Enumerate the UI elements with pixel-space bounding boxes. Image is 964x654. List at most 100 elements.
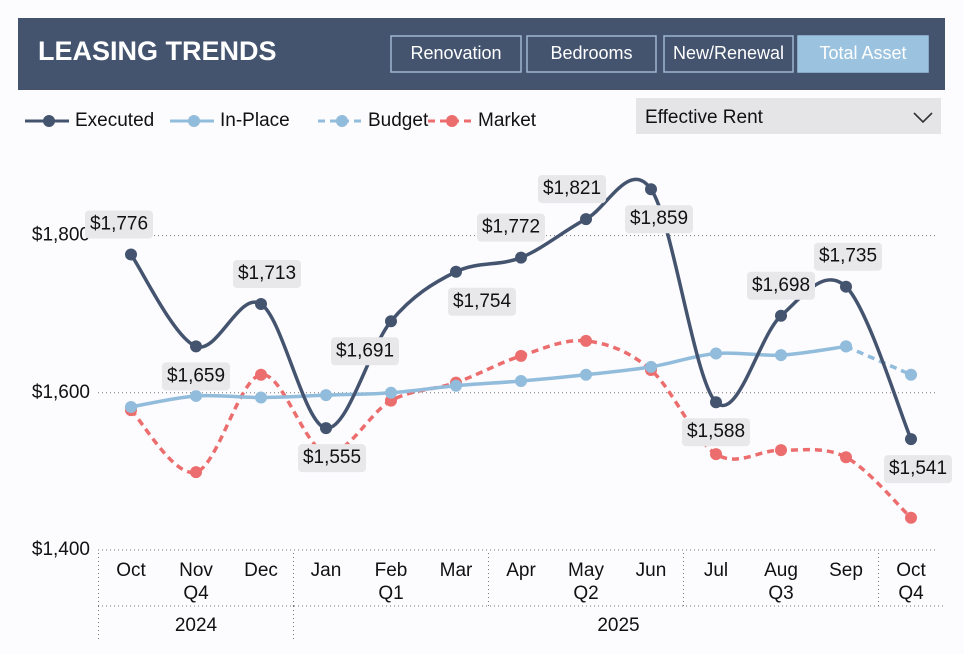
data-label: $1,659	[167, 365, 225, 386]
y-tick-label: $1,600	[32, 382, 90, 403]
data-point	[190, 340, 202, 353]
data-label-bg	[448, 287, 516, 316]
data-label-bg	[682, 418, 750, 447]
quarter-label: Q4	[898, 583, 924, 604]
legend-marker[interactable]	[336, 115, 348, 127]
filter-button-label[interactable]: New/Renewal	[673, 43, 784, 63]
x-tick-label: Apr	[506, 560, 536, 581]
filter-button[interactable]	[390, 35, 522, 73]
data-label: $1,555	[303, 447, 361, 468]
header-title: LEASING TRENDS	[38, 36, 277, 66]
data-label: $1,821	[543, 178, 601, 199]
data-point	[645, 360, 657, 373]
quarter-label: Q3	[768, 583, 793, 604]
button-group: Renovation Bedrooms New/Renewal Total Asset	[390, 35, 929, 73]
data-point	[775, 349, 787, 362]
data-label: $1,776	[90, 213, 148, 234]
legend-marker[interactable]	[188, 115, 200, 127]
series-line	[129, 338, 913, 520]
legend-label[interactable]: In-Place	[220, 110, 290, 131]
data-point	[450, 265, 462, 278]
data-point	[255, 368, 267, 381]
x-tick-label: Nov	[179, 560, 213, 581]
legend-marker[interactable]	[446, 115, 458, 127]
data-label: $1,698	[752, 275, 810, 296]
data-label-bg	[884, 455, 952, 484]
legend-label[interactable]: Executed	[75, 110, 154, 131]
data-label: $1,588	[687, 421, 745, 442]
x-tick-label: Aug	[764, 560, 798, 581]
year-label: 2024	[175, 615, 218, 636]
dropdown[interactable]	[636, 98, 941, 134]
data-point	[580, 368, 592, 381]
data-point	[905, 433, 917, 446]
x-tick-label: Jan	[311, 560, 342, 581]
data-label: $1,713	[238, 263, 296, 284]
x-tick-label: Jul	[704, 560, 728, 581]
data-label-bg	[814, 242, 882, 271]
filter-button-label[interactable]: Renovation	[410, 43, 501, 63]
data-point	[450, 379, 462, 392]
series-line	[130, 344, 847, 409]
quarter-label: Q1	[378, 583, 403, 604]
data-point	[905, 511, 917, 524]
filter-button[interactable]	[797, 35, 929, 73]
data-point	[905, 368, 917, 381]
y-tick-label: $1,800	[32, 225, 90, 246]
data-label: $1,859	[630, 208, 688, 229]
y-tick-label: $1,400	[32, 539, 90, 560]
data-point	[580, 213, 592, 226]
data-label-bg	[331, 337, 399, 366]
data-point	[190, 389, 202, 402]
legend-label[interactable]: Market	[478, 110, 537, 131]
data-label: $1,772	[482, 217, 540, 238]
x-tick-label: Mar	[440, 560, 473, 581]
quarter-label: Q4	[183, 583, 209, 604]
filter-button-label[interactable]: Total Asset	[819, 43, 906, 63]
legend-marker[interactable]	[43, 115, 55, 127]
data-point	[840, 280, 852, 293]
data-label-bg	[233, 259, 301, 288]
dropdown-arrow[interactable]	[913, 112, 933, 124]
dropdown-label[interactable]: Effective Rent	[645, 107, 764, 128]
data-point	[515, 251, 527, 264]
data-point	[385, 315, 397, 328]
x-tick-label: Dec	[244, 560, 278, 581]
data-point	[775, 309, 787, 322]
data-point	[515, 349, 527, 362]
data-point	[125, 248, 137, 261]
data-point	[125, 400, 137, 413]
x-tick-label: Feb	[375, 560, 408, 581]
x-tick-label: Jun	[636, 560, 667, 581]
data-label-bg	[162, 362, 230, 391]
data-label: $1,691	[336, 340, 394, 361]
data-point	[320, 422, 332, 435]
data-point	[515, 375, 527, 388]
data-point	[385, 386, 397, 399]
data-label-bg	[85, 210, 153, 239]
data-point	[190, 466, 202, 479]
data-point	[580, 334, 592, 347]
data-point	[840, 451, 852, 464]
filter-button[interactable]	[526, 35, 657, 73]
legend-label[interactable]: Budget	[368, 110, 429, 131]
quarter-label: Q2	[573, 583, 598, 604]
filter-button-label[interactable]: Bedrooms	[550, 43, 632, 63]
data-point	[255, 391, 267, 404]
x-tick-label: Sep	[829, 560, 863, 581]
data-point	[320, 389, 332, 402]
data-label-bg	[625, 205, 693, 234]
filter-button[interactable]	[663, 35, 794, 73]
data-label: $1,735	[819, 246, 877, 267]
data-label-bg	[747, 271, 815, 300]
data-point	[255, 297, 267, 310]
x-tick-label: Oct	[896, 560, 926, 581]
data-point	[710, 448, 722, 461]
data-point	[710, 396, 722, 409]
chart: Executed In-Place Budget Market $1,400 $1,600…	[25, 110, 952, 640]
data-point	[710, 347, 722, 360]
data-label-bg	[538, 175, 606, 204]
data-point	[840, 340, 852, 353]
